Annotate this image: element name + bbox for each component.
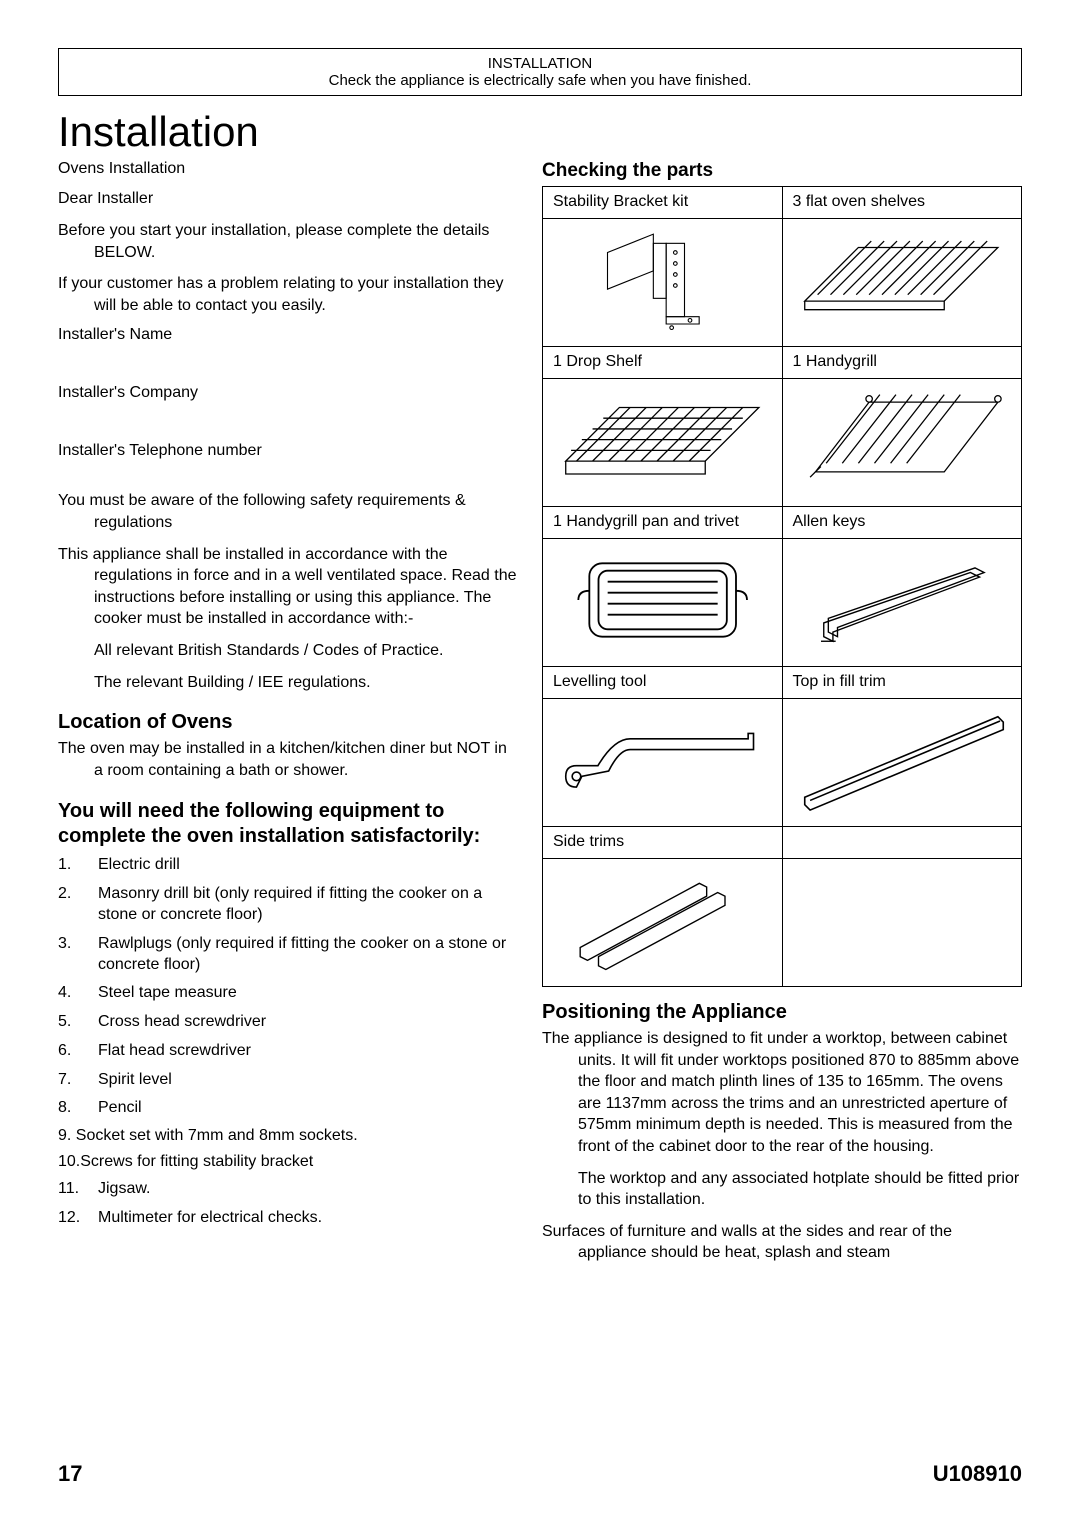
para-positioning-1: The appliance is designed to fit under a… [542,1028,1022,1158]
topfill-icon [794,706,1009,813]
field-installer-name: Installer's Name [58,326,518,344]
list-item: 8.Pencil [58,1098,518,1119]
header-box: INSTALLATION Check the appliance is elec… [58,48,1022,96]
part-image-levelling [543,699,783,827]
heading-checking-parts: Checking the parts [542,160,1022,182]
part-image-grillpan [543,539,783,667]
part-label: Side trims [543,827,783,859]
equip-10: 10.Screws for fitting stability bracket [58,1153,518,1171]
parts-table: Stability Bracket kit 3 flat oven shelve… [542,186,1022,987]
allenkeys-icon [810,545,993,655]
list-item: 1.Electric drill [58,855,518,876]
part-label: 1 Handygrill pan and trivet [543,507,783,539]
handygrill-icon [794,386,1009,493]
heading-equipment: You will need the following equipment to… [58,799,518,849]
list-item: 4.Steel tape measure [58,983,518,1004]
list-item: 12.Multimeter for electrical checks. [58,1208,518,1229]
part-image-shelves [782,219,1022,347]
part-label: Stability Bracket kit [543,187,783,219]
para-safety-aware: You must be aware of the following safet… [58,490,518,533]
part-image-empty [782,859,1022,987]
dropshelf-icon [555,386,770,493]
intro-ovens: Ovens Installation [58,160,518,178]
para-location: The oven may be installed in a kitchen/k… [58,738,518,781]
part-label: Allen keys [782,507,1022,539]
header-line-1: INSTALLATION [59,55,1021,72]
sub-iee: The relevant Building / IEE regulations. [58,672,518,694]
part-label: Top in fill trim [782,667,1022,699]
list-item: 11.Jigsaw. [58,1179,518,1200]
part-label: 1 Handygrill [782,347,1022,379]
part-label: 1 Drop Shelf [543,347,783,379]
grillpan-icon [571,545,754,655]
shelves-icon [794,226,1009,333]
doc-code: U108910 [933,1461,1022,1487]
right-column: Checking the parts Stability Bracket kit… [542,160,1022,1274]
list-item: 2.Masonry drill bit (only required if fi… [58,884,518,926]
part-label: 3 flat oven shelves [782,187,1022,219]
list-item: 5.Cross head screwdriver [58,1012,518,1033]
para-positioning-2: The worktop and any associated hotplate … [542,1168,1022,1211]
header-line-2: Check the appliance is electrically safe… [59,72,1021,89]
part-label [782,827,1022,859]
field-installer-phone: Installer's Telephone number [58,442,518,460]
part-label: Levelling tool [543,667,783,699]
footer: 17 U108910 [58,1461,1022,1487]
bracket-icon [580,225,745,335]
intro-dear: Dear Installer [58,190,518,208]
equipment-list-tail: 11.Jigsaw. 12.Multimeter for electrical … [58,1179,518,1229]
left-column: Ovens Installation Dear Installer Before… [58,160,518,1274]
para-customer: If your customer has a problem relating … [58,273,518,316]
page-number: 17 [58,1461,82,1487]
part-image-dropshelf [543,379,783,507]
equip-9: 9. Socket set with 7mm and 8mm sockets. [58,1127,518,1145]
sidetrims-icon [571,865,754,975]
page-title: Installation [58,108,1022,156]
part-image-allenkeys [782,539,1022,667]
field-installer-company: Installer's Company [58,384,518,402]
list-item: 3.Rawlplugs (only required if fitting th… [58,934,518,976]
part-image-sidetrims [543,859,783,987]
list-item: 7.Spirit level [58,1070,518,1091]
part-image-bracket [543,219,783,347]
content-columns: Ovens Installation Dear Installer Before… [58,160,1022,1274]
para-before-start: Before you start your installation, plea… [58,220,518,263]
sub-british-standards: All relevant British Standards / Codes o… [58,640,518,662]
part-image-topfill [782,699,1022,827]
list-item: 6.Flat head screwdriver [58,1041,518,1062]
heading-positioning: Positioning the Appliance [542,1001,1022,1024]
equipment-list: 1.Electric drill 2.Masonry drill bit (on… [58,855,518,1119]
part-image-handygrill [782,379,1022,507]
heading-location: Location of Ovens [58,711,518,734]
para-positioning-3: Surfaces of furniture and walls at the s… [542,1221,1022,1264]
para-accordance: This appliance shall be installed in acc… [58,544,518,630]
levelling-icon [555,712,770,809]
